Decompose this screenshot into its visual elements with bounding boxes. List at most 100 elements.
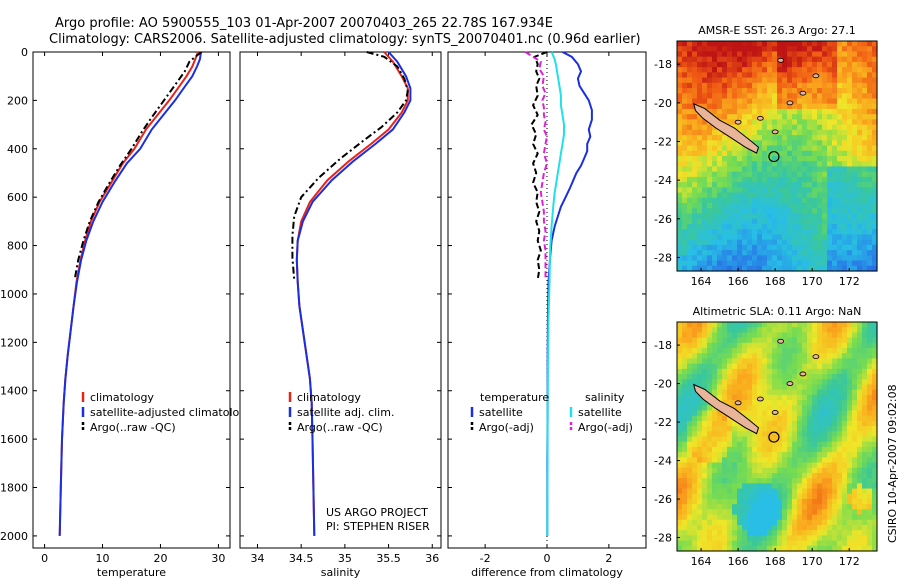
map-cell: [742, 223, 748, 230]
map-cell: [787, 265, 793, 272]
map-cell: [757, 265, 763, 272]
map-cell: [797, 462, 803, 469]
map-cell: [717, 337, 723, 344]
map-cell: [722, 457, 728, 464]
map-cell: [847, 483, 853, 490]
map-cell: [822, 509, 828, 516]
map-cell: [787, 197, 793, 204]
legend-label: satellite-adjusted climatology: [90, 406, 253, 419]
map-cell: [692, 530, 698, 536]
map-cell: [732, 519, 738, 526]
map-cell: [767, 441, 773, 448]
map-cell: [827, 389, 833, 396]
map-cell: [762, 540, 768, 547]
map-cell: [767, 129, 773, 136]
map-cell: [822, 140, 828, 147]
map-cell: [707, 530, 713, 536]
map-cell: [682, 410, 688, 417]
map-cell: [857, 374, 863, 380]
map-cell: [862, 519, 868, 526]
map-cell: [862, 208, 868, 215]
map-cell: [797, 114, 803, 121]
map-cell: [757, 368, 763, 375]
map-cell: [752, 213, 758, 220]
map-cell: [677, 145, 683, 152]
map-cell: [737, 197, 743, 204]
map-cell: [782, 322, 788, 328]
map-cell: [757, 322, 763, 328]
map-cell: [712, 192, 718, 199]
map-cell: [787, 213, 793, 220]
map-cell: [687, 394, 693, 401]
map-cell: [772, 488, 778, 495]
map-cell: [772, 82, 778, 89]
map-cell: [852, 374, 858, 380]
map-cell: [792, 218, 798, 225]
map-cell: [822, 530, 828, 536]
map-cell: [737, 446, 743, 453]
map-cell: [812, 98, 818, 105]
map-cell: [837, 150, 843, 157]
map-cell: [807, 145, 813, 152]
map-cell: [707, 524, 713, 531]
map-cell: [857, 218, 863, 225]
map-cell: [757, 493, 763, 500]
map-cell: [732, 379, 738, 386]
map-cell: [847, 46, 853, 53]
map-cell: [762, 389, 768, 396]
map-cell: [757, 46, 763, 53]
map-cell: [832, 322, 838, 328]
map-cell: [717, 108, 723, 115]
map-cell: [722, 114, 728, 121]
map-cell: [697, 61, 703, 68]
map-cell: [862, 255, 868, 262]
map-cell: [757, 441, 763, 448]
map-cell: [732, 530, 738, 536]
map-cell: [802, 182, 808, 188]
map-cell: [677, 348, 683, 354]
map-cell: [762, 145, 768, 152]
map-cell: [867, 332, 873, 339]
map-cell: [737, 150, 743, 157]
map-cell: [822, 483, 828, 490]
map-cell: [682, 540, 688, 547]
map-cell: [827, 51, 833, 58]
map-cell: [712, 540, 718, 547]
map-cell: [792, 234, 798, 241]
map-cell: [702, 519, 708, 526]
map-cell: [757, 239, 763, 246]
map-cell: [702, 61, 708, 68]
map-cell: [832, 140, 838, 147]
map-cell: [872, 51, 878, 58]
x-tick-label: 36: [425, 552, 439, 565]
map-cell: [697, 441, 703, 448]
map-cell: [707, 472, 713, 479]
map-cell: [687, 213, 693, 220]
map-cell: [847, 519, 853, 526]
map-cell: [782, 415, 788, 422]
map-cell: [737, 250, 743, 256]
map-cell: [772, 535, 778, 542]
map-cell: [817, 41, 823, 47]
map-cell: [872, 348, 878, 354]
map-cell: [837, 67, 843, 73]
map-cell: [832, 234, 838, 241]
map-cell: [787, 348, 793, 354]
map-cell: [802, 358, 808, 365]
map-cell: [872, 234, 878, 241]
map-cell: [687, 483, 693, 490]
map-cell: [832, 124, 838, 131]
map-cell: [722, 394, 728, 401]
map-cell: [842, 342, 848, 349]
map-cell: [687, 420, 693, 427]
map-cell: [747, 93, 753, 100]
map-cell: [682, 472, 688, 479]
map-cell: [687, 229, 693, 236]
map-cell: [692, 342, 698, 349]
map-cell: [832, 182, 838, 188]
map-cell: [717, 472, 723, 479]
map-cell: [747, 446, 753, 453]
map-cell: [747, 61, 753, 68]
map-cell: [782, 72, 788, 79]
map-cell: [772, 348, 778, 354]
